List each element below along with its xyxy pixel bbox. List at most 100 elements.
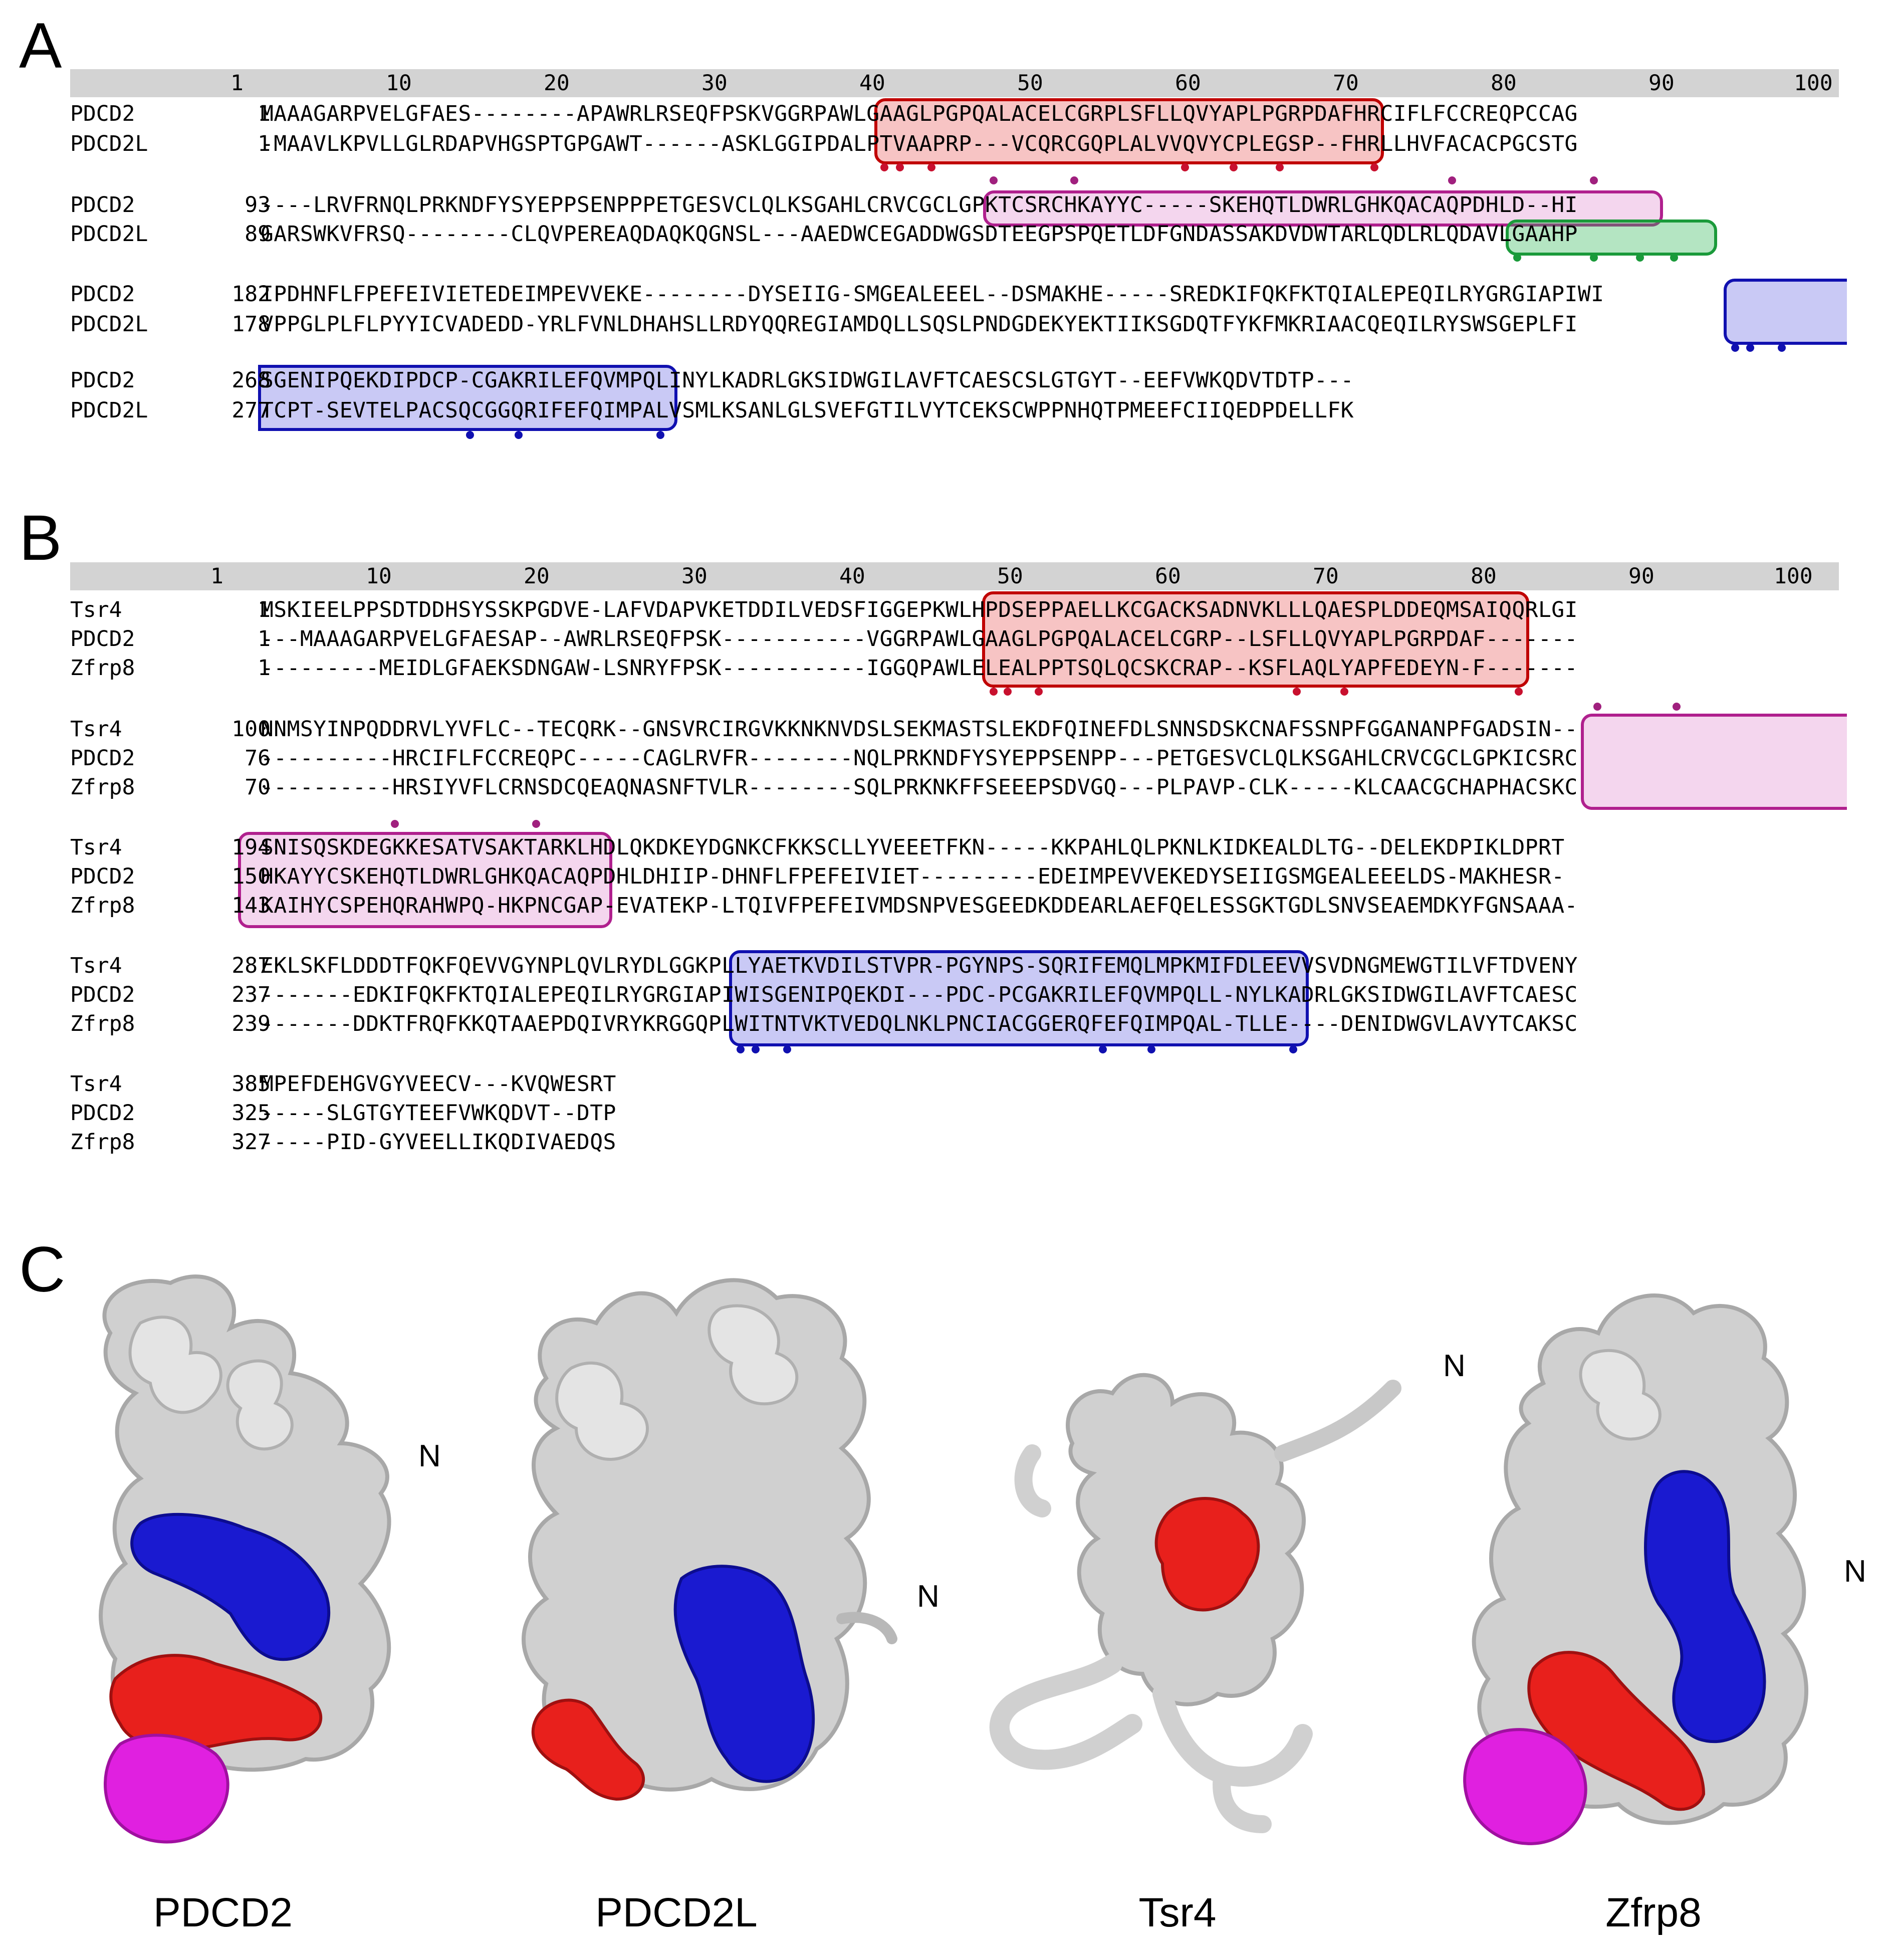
sequence-residues: ---------MEIDLGFAEKSDNGAW-LSNRYFPSK-----… <box>261 656 1578 681</box>
sequence-start: 76 <box>245 746 271 771</box>
ruler-tick: 90 <box>1628 564 1654 589</box>
conserved-residue-dot <box>752 1045 760 1053</box>
ruler-tick: 1 <box>210 564 223 589</box>
ruler-tick: 50 <box>997 564 1023 589</box>
sequence-start: 327 <box>231 1130 271 1155</box>
sequence-residues: -----PID-GYVEELLIKQDIVAEDQS <box>261 1130 616 1155</box>
sequence-name: PDCD2L <box>70 131 148 156</box>
sequence-start: 237 <box>231 982 271 1007</box>
sequence-name: PDCD2 <box>70 626 135 651</box>
sequence-name: PDCD2 <box>70 282 135 307</box>
sequence-name: PDCD2 <box>70 746 135 771</box>
sequence-start: 268 <box>231 368 271 393</box>
sequence-residues: MPEFDEHGVGYVEECV---KVQWESRT <box>261 1071 616 1097</box>
conserved-residue-dot <box>1746 344 1754 352</box>
magenta-domain-surface <box>104 1733 229 1844</box>
conserved-residue-markers <box>0 688 1891 698</box>
sequence-residues: IPDHNFLFPEFEIVIETEDEIMPEVVEKE--------DYS… <box>261 282 1604 307</box>
panel-label-a: A <box>19 10 62 82</box>
conserved-residue-dot <box>1636 254 1644 262</box>
sequence-residues: SGENIPQEKDIPDCP-CGAKRILEFQVMPQLINYLKADRL… <box>261 368 1354 393</box>
alignment-row: Tsr4 194 SNISQSKDEGKKESATVSAKTARKLHDLQKD… <box>70 834 1564 861</box>
sequence-residues: ----------HRSIYVFLCRNSDCQEAQNASNFTVLR---… <box>261 775 1578 800</box>
structure-label: Zfrp8 <box>1605 1890 1702 1935</box>
ruler-tick: 40 <box>859 71 885 96</box>
sequence-residues: ----LRVFRNQLPRKNDFYSYEPPSENPPPETGESVCLQL… <box>261 192 1578 217</box>
protein-surface-structure <box>522 1278 897 1801</box>
alignment-row: PDCD2 182 IPDHNFLFPEFEIVIETEDEIMPEVVEKE-… <box>70 281 1604 308</box>
conserved-residue-dot <box>1448 176 1456 184</box>
alignment-row: PDCD2 268 SGENIPQEKDIPDCP-CGAKRILEFQVMPQ… <box>70 367 1354 394</box>
structure-label: Tsr4 <box>1138 1890 1217 1935</box>
structure-label: PDCD2L <box>595 1890 758 1935</box>
conserved-residue-dot <box>1035 688 1043 696</box>
sequence-residues: ----------HRCIFLFCCREQPC-----CAGLRVFR---… <box>261 746 1578 771</box>
alignment-row: PDCD2L 89 GARSWKVFRSQ--------CLQVPEREAQD… <box>70 221 1577 248</box>
conserved-residue-dot <box>1340 688 1348 696</box>
ruler-tick: 70 <box>1313 564 1339 589</box>
sequence-name: PDCD2L <box>70 222 148 247</box>
conserved-residue-dot <box>1099 1045 1107 1053</box>
ruler-tick: 100 <box>1794 71 1833 96</box>
sequence-start: 287 <box>231 953 271 978</box>
sequence-start: 277 <box>231 398 271 423</box>
alignment-row: Tsr4 385 MPEFDEHGVGYVEECV---KVQWESRT <box>70 1070 616 1098</box>
ruler-tick: 10 <box>366 564 392 589</box>
sequence-start: 325 <box>231 1101 271 1126</box>
n-terminus-label: N <box>1443 1349 1466 1383</box>
alignment-row: Zfrp8 70 ----------HRSIYVFLCRNSDCQEAQNAS… <box>70 774 1577 801</box>
ruler-tick: 30 <box>681 564 707 589</box>
conserved-residue-dot <box>1590 176 1598 184</box>
alignment-row: PDCD2 76 ----------HRCIFLFCCREQPC-----CA… <box>70 745 1577 772</box>
sequence-start: 70 <box>245 775 271 800</box>
ruler-tick: 20 <box>544 71 570 96</box>
panel-label-c: C <box>19 1234 66 1305</box>
conserved-residue-dot <box>990 176 998 184</box>
alignment-row: Tsr4 100 NNMSYINPQDDRVLYVFLC--TECQRK--GN… <box>70 716 1577 743</box>
protein-surface-structure <box>1463 1293 1808 1845</box>
sequence-residues: VPPGLPLFLPYYICVADEDD-YRLFVNLDHAHSLLRDYQQ… <box>261 312 1578 337</box>
blue-domain-box <box>1724 279 1847 345</box>
alignment-row: PDCD2 150 HKAYYCSKEHQTLDWRLGHKQACAQPDHLD… <box>70 863 1564 890</box>
sequence-name: Tsr4 <box>70 835 122 860</box>
conserved-residue-markers <box>0 703 1891 713</box>
conserved-residue-markers <box>0 254 1891 264</box>
ruler-tick: 30 <box>701 71 728 96</box>
sequence-start: 239 <box>231 1011 271 1036</box>
sequence-name: PDCD2 <box>70 1101 135 1126</box>
conserved-residue-markers <box>0 176 1891 186</box>
sequence-residues: -MAAVLKPVLLGLRDAPVHGSPTGPGAWT------ASKLG… <box>261 131 1578 156</box>
blue-domain-box <box>258 365 677 431</box>
conserved-residue-markers <box>0 163 1891 173</box>
ruler-tick: 80 <box>1471 564 1497 589</box>
sequence-start: 100 <box>231 717 271 742</box>
ruler-tick: 1 <box>230 71 244 96</box>
n-terminus-label: N <box>418 1439 441 1473</box>
conserved-residue-dot <box>1147 1045 1155 1053</box>
conserved-residue-dot <box>1289 1045 1297 1053</box>
sequence-name: Tsr4 <box>70 597 122 622</box>
sequence-start: 385 <box>231 1071 271 1097</box>
sequence-name: PDCD2 <box>70 982 135 1007</box>
alignment-row: Tsr4 1 MSKIEELPPSDTDDHSYSSKPGDVE-LAFVDAP… <box>70 596 1577 623</box>
conserved-residue-dot <box>1070 176 1078 184</box>
alignment-row: PDCD2 325 -----SLGTGYTEEFVWKQDVT--DTP <box>70 1100 616 1127</box>
alignment-row: Zfrp8 143 KAIHYCSPEHQRAHWPQ-HKPNCGAP-EVA… <box>70 892 1577 919</box>
conserved-residue-dot <box>1670 254 1678 262</box>
sequence-start: 93 <box>245 192 271 217</box>
red-domain-surface <box>109 1654 323 1751</box>
conserved-residue-markers <box>0 344 1891 354</box>
sequence-start: 182 <box>231 282 271 307</box>
alignment-row: PDCD2L 1 -MAAVLKPVLLGLRDAPVHGSPTGPGAWT--… <box>70 130 1577 157</box>
conserved-residue-dot <box>1370 163 1378 171</box>
sequence-name: Zfrp8 <box>70 893 135 918</box>
conserved-residue-dot <box>927 163 935 171</box>
sequence-start: 150 <box>231 864 271 889</box>
conserved-residue-dot <box>1590 254 1598 262</box>
sequence-start: 89 <box>245 222 271 247</box>
position-ruler-a: 1 10 20 30 40 50 60 70 80 90 100 <box>70 69 1839 97</box>
sequence-name: PDCD2 <box>70 192 135 217</box>
conserved-residue-dot <box>1673 703 1681 711</box>
conserved-residue-dot <box>880 163 888 171</box>
red-domain-surface <box>1154 1497 1260 1612</box>
